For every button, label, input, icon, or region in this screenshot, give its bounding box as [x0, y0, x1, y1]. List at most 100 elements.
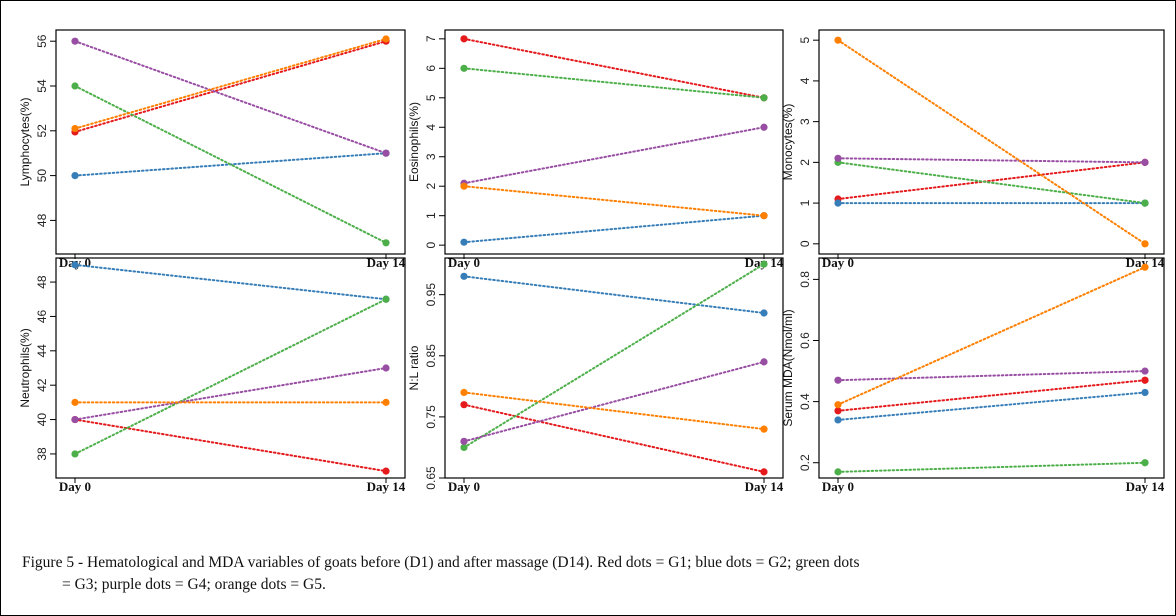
caption-line-2: = G3; purple dots = G4; orange dots = G5…	[62, 576, 326, 593]
plot-area	[55, 257, 406, 479]
y-tick-label: 4	[798, 77, 812, 84]
y-tick-label: 48	[35, 275, 49, 289]
data-point	[460, 182, 468, 190]
series-line	[837, 461, 1146, 473]
data-point	[382, 149, 390, 157]
series-line	[837, 391, 1146, 421]
data-point	[834, 468, 842, 476]
y-tick-label: 50	[35, 169, 49, 183]
y-tick-label: 0.95	[424, 283, 438, 307]
data-point	[1141, 240, 1149, 248]
data-point	[1141, 199, 1149, 207]
series-line	[74, 418, 387, 473]
data-point	[834, 376, 842, 384]
series-line	[463, 360, 765, 443]
series-line	[837, 161, 1146, 201]
data-point	[1141, 388, 1149, 397]
plot-area	[818, 257, 1165, 479]
series-line	[463, 214, 765, 244]
plot-area	[818, 29, 1165, 255]
data-point	[1141, 376, 1149, 384]
data-point	[71, 398, 79, 406]
data-point	[834, 416, 842, 424]
data-point	[71, 124, 79, 133]
y-tick-label: 56	[35, 34, 49, 48]
x-tick-label: Day 14	[367, 479, 406, 494]
data-point	[1141, 158, 1149, 166]
y-tick-label: 46	[35, 309, 49, 323]
series-line	[837, 266, 1146, 406]
data-point	[834, 154, 842, 162]
y-tick-label: 0.6	[798, 332, 812, 349]
series-line	[74, 263, 387, 301]
x-tick-label: Day 14	[1126, 255, 1165, 270]
y-tick-label: 5	[424, 94, 438, 101]
x-tick-label: Day 0	[822, 255, 854, 270]
data-point	[71, 261, 79, 269]
data-point	[460, 388, 468, 397]
y-tick-label: 2	[424, 183, 438, 190]
y-tick-label: 0	[798, 240, 812, 247]
y-tick-label: 52	[35, 124, 49, 138]
data-point	[760, 425, 768, 433]
data-point	[71, 172, 79, 180]
data-point	[760, 212, 768, 220]
y-axis-title: Monocytes(%)	[781, 104, 795, 181]
data-point	[834, 199, 842, 207]
data-point	[1141, 459, 1149, 467]
x-tick-label: Day 14	[745, 479, 784, 494]
data-point	[760, 94, 768, 102]
y-axis-title: Neutrophils(%)	[18, 328, 32, 407]
y-tick-label: 1	[424, 212, 438, 219]
series-line	[74, 40, 387, 155]
data-point	[760, 123, 768, 131]
y-tick-label: 54	[35, 79, 49, 93]
data-point	[71, 37, 79, 45]
data-point	[382, 398, 390, 406]
y-axis-title: Eosinophils(%)	[407, 102, 421, 182]
data-point	[834, 407, 842, 415]
series-line	[74, 298, 387, 455]
series-line	[463, 67, 765, 99]
data-point	[460, 35, 468, 43]
series-line	[74, 85, 387, 244]
x-tick-label: Day 14	[1126, 479, 1165, 494]
x-tick-label: Day 0	[448, 255, 480, 270]
y-tick-label: 7	[424, 35, 438, 42]
series-line	[463, 403, 765, 473]
y-tick-label: 40	[35, 413, 49, 427]
y-tick-label: 0.4	[798, 393, 812, 410]
y-tick-label: 5	[798, 37, 812, 44]
data-point	[834, 36, 842, 44]
data-point	[460, 443, 468, 452]
y-axis-title: N:L ratio	[407, 345, 421, 390]
panel-6: 0.2 0.4 0.6 0.8 Day 0 Day 14 Serum MDA(Nmol/ml…	[781, 257, 1165, 494]
series-line	[74, 367, 387, 421]
series-line	[463, 185, 765, 217]
data-point	[460, 64, 468, 72]
y-tick-label: 0.75	[424, 405, 438, 429]
x-tick-label: Day 0	[448, 479, 480, 494]
y-tick-label: 0.65	[424, 466, 438, 490]
y-tick-label: 0.2	[798, 454, 812, 471]
series-line	[837, 161, 1146, 205]
x-tick-label: Day 0	[822, 479, 854, 494]
x-tick-label: Day 0	[59, 479, 91, 494]
y-axis-title: Serum MDA(Nmol/ml)	[781, 309, 795, 426]
y-tick-label: 42	[35, 378, 49, 392]
x-tick-label: Day 14	[367, 255, 406, 270]
y-tick-label: 3	[798, 118, 812, 125]
y-tick-label: 0	[424, 242, 438, 249]
y-tick-label: 4	[424, 124, 438, 131]
plot-area	[444, 29, 784, 255]
data-point	[760, 468, 768, 476]
series-line	[837, 39, 1146, 245]
y-tick-label: 1	[798, 199, 812, 206]
caption-line-1: Figure 5 - Hematological and MDA variabl…	[22, 554, 860, 571]
y-tick-label: 38	[35, 447, 49, 461]
series-line	[837, 370, 1146, 382]
series-line	[837, 157, 1146, 164]
series-line	[463, 263, 765, 449]
data-point	[382, 364, 390, 372]
